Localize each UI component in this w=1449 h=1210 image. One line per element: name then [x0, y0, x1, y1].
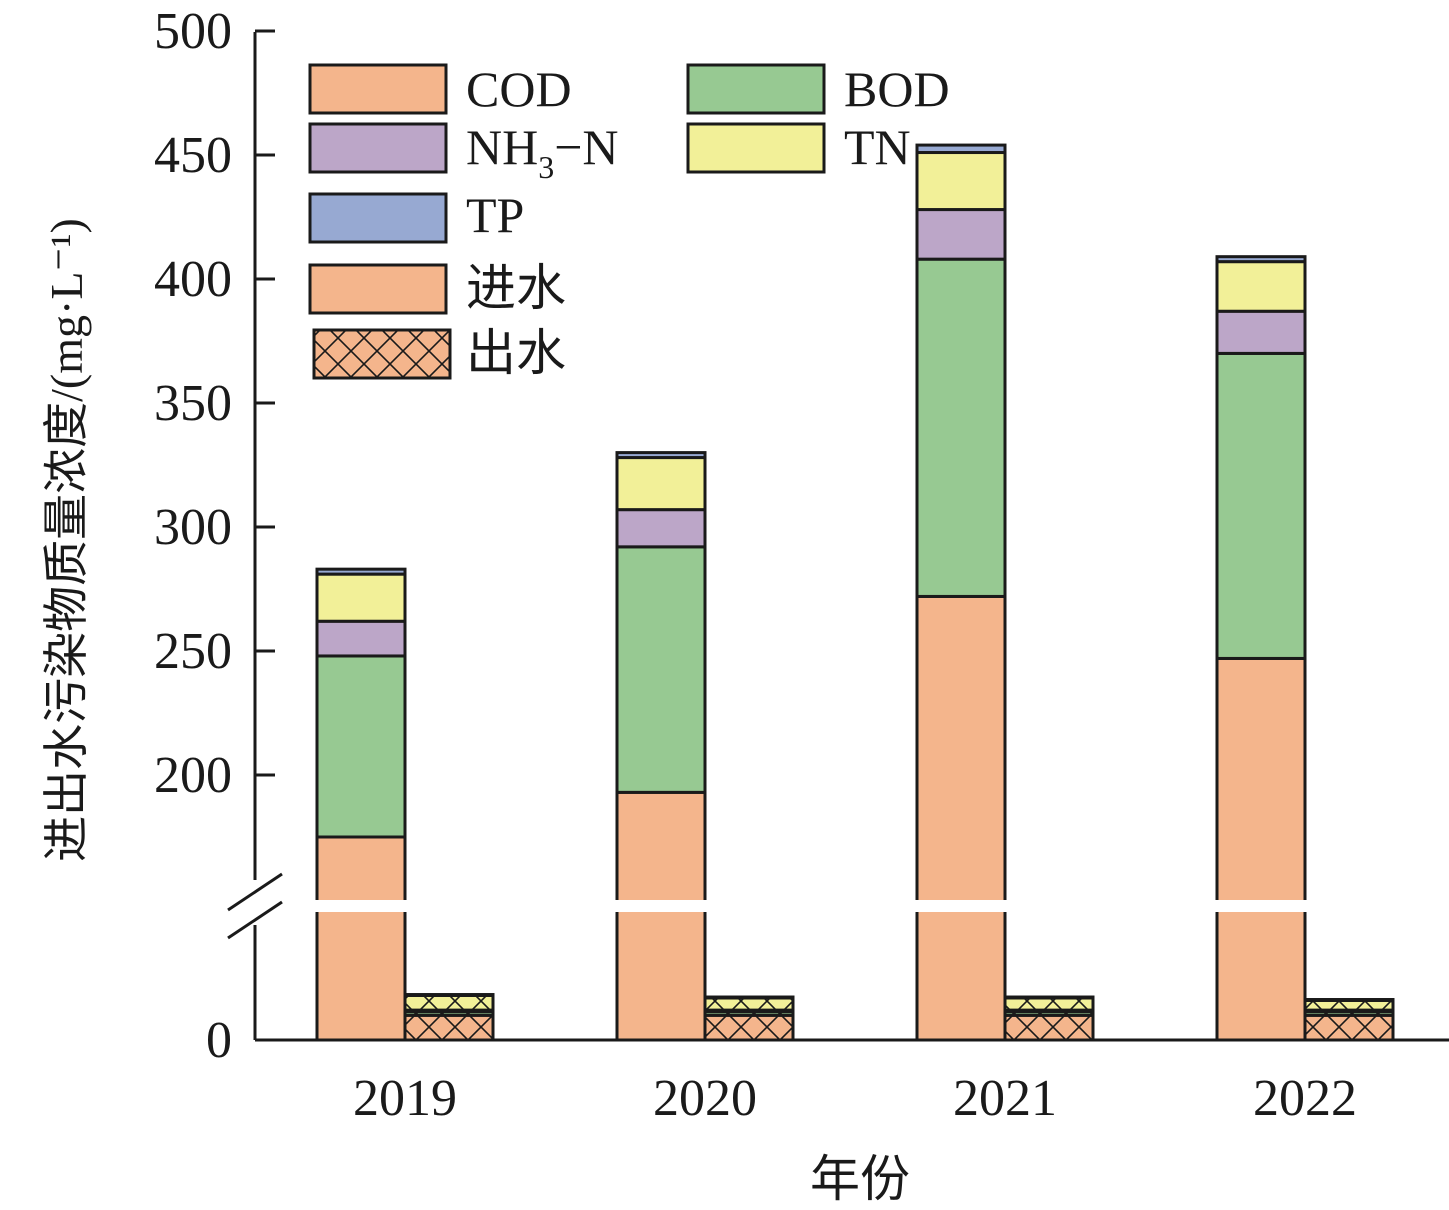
- legend-swatch-bod: [686, 63, 826, 115]
- axis-break-gap-2021: [913, 900, 1009, 912]
- bar-2022-inflow-cod: [1215, 656, 1307, 1042]
- legend: COD BOD NH3−N TN TP 进水 出水: [308, 61, 950, 381]
- bar-2019-inflow-tp: [315, 567, 407, 576]
- bar-2019-inflow-cod: [315, 835, 407, 1042]
- bar-2019-inflow-nh3n: [315, 619, 407, 658]
- legend-label-nh3n: NH3−N: [466, 119, 619, 185]
- legend-swatch-tp: [308, 192, 448, 244]
- bar-2019-inflow-tn: [315, 572, 407, 623]
- x-axis-label: 年份: [810, 1151, 910, 1207]
- legend-label-inflow: 进水: [466, 260, 566, 316]
- y-tick-label-450: 450: [154, 127, 232, 184]
- bar-2021-inflow-bod: [915, 257, 1007, 598]
- axis-break-mark-1: [227, 872, 283, 912]
- legend-label-nh3n-sub: 3: [538, 149, 554, 185]
- bar-2022-outflow-tp-hatch: [1303, 998, 1395, 1002]
- legend-label-tn: TN: [844, 119, 911, 175]
- y-axis-label: 进出水污染物质量浓度/(mg·L⁻¹): [41, 218, 92, 862]
- legend-label-nh3n-suffix: −N: [554, 119, 618, 175]
- x-tick-label-2019: 2019: [353, 1070, 457, 1127]
- legend-swatch-inflow: [308, 263, 448, 315]
- bar-2021-inflow-tn: [915, 151, 1007, 212]
- legend-label-nh3n-main: NH: [466, 119, 538, 175]
- bar-2021-inflow-tp: [915, 143, 1007, 155]
- legend-swatch-tn: [686, 122, 826, 174]
- y-tick-label-350: 350: [154, 375, 232, 432]
- bar-2021-inflow-cod: [915, 594, 1007, 1042]
- legend-label-outflow: 出水: [466, 325, 566, 381]
- legend-swatch-cod: [308, 63, 448, 115]
- legend-label-tp: TP: [466, 187, 524, 243]
- y-tick-label-0: 0: [206, 1012, 232, 1069]
- legend-swatch-outflow: [312, 328, 452, 380]
- bar-2022-inflow-bod: [1215, 351, 1307, 660]
- bar-2019-outflow-tp-hatch: [403, 993, 495, 997]
- y-tick-label-200: 200: [154, 747, 232, 804]
- y-tick-label-250: 250: [154, 623, 232, 680]
- axis-break-gap-2020: [613, 900, 709, 912]
- bar-2019-outflow-tn-hatch: [403, 993, 495, 1012]
- x-tick-label-2021: 2021: [953, 1070, 1057, 1127]
- bar-2021-outflow-cod-hatch: [1003, 1013, 1095, 1042]
- legend-label-cod: COD: [466, 61, 572, 117]
- bar-2020-outflow-tp-hatch: [703, 995, 795, 1000]
- bar-2020-inflow-nh3n: [615, 508, 707, 549]
- bar-2022-inflow-nh3n: [1215, 309, 1307, 355]
- bar-2020-outflow-tn-hatch: [703, 996, 795, 1012]
- axis-break-mark-2: [227, 900, 283, 940]
- bar-2022-inflow-tp: [1215, 255, 1307, 264]
- y-tick-label-500: 500: [154, 3, 232, 60]
- legend-label-bod: BOD: [844, 61, 950, 117]
- bar-2020-inflow-tp: [615, 451, 707, 460]
- bar-2019-outflow-cod-hatch: [403, 1013, 495, 1042]
- y-tick-label-400: 400: [154, 251, 232, 308]
- bar-2022-inflow-tn: [1215, 260, 1307, 313]
- bar-2020-inflow-bod: [615, 545, 707, 794]
- y-tick-label-300: 300: [154, 499, 232, 556]
- legend-swatch-nh3n: [308, 122, 448, 174]
- axes-layer: 0 200 250 300 350 400 450 500 2019 2020 2021 2022: [154, 3, 1449, 1127]
- bar-2021-outflow-tp-hatch: [1003, 995, 1095, 1000]
- bar-2021-inflow-nh3n: [915, 208, 1007, 261]
- x-tick-label-2022: 2022: [1253, 1070, 1357, 1127]
- bar-2021-outflow-tn-hatch: [1003, 996, 1095, 1012]
- axis-break-gap-2022: [1213, 900, 1309, 912]
- bar-2019-inflow-bod: [315, 654, 407, 839]
- axis-break-gap-2019: [313, 900, 409, 912]
- x-tick-label-2020: 2020: [653, 1070, 757, 1127]
- bar-2020-inflow-tn: [615, 456, 707, 512]
- bars-layer: [313, 143, 1395, 1042]
- bar-2020-inflow-cod: [615, 790, 707, 1042]
- bar-2020-outflow-cod-hatch: [703, 1013, 795, 1042]
- bar-2022-outflow-cod-hatch: [1303, 1013, 1395, 1042]
